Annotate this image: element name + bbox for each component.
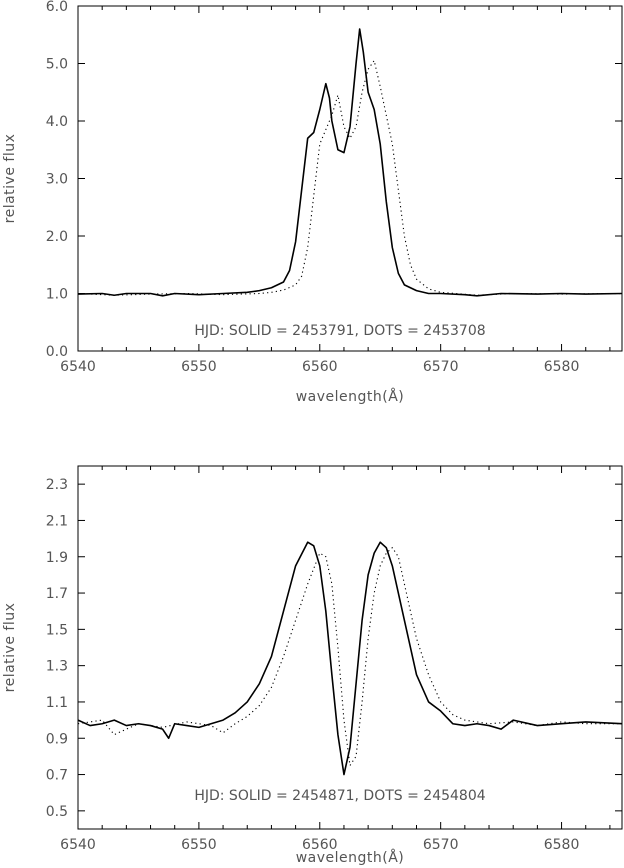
top-panel: 6540 6550 6560 6570 6580 0.0 1.0 2.0 3.0 4.0 5.0 6.… [2, 0, 623, 405]
x-tick-label: 6580 [544, 359, 580, 375]
y-tick-label: 5.0 [46, 57, 68, 73]
y-tick-label: 1.1 [46, 695, 68, 711]
y-tick-label: 0.0 [46, 344, 68, 360]
y-tick-label: 2.1 [46, 513, 68, 529]
x-axis-label: wavelength(Å) [296, 849, 405, 866]
plot-frame [77, 465, 623, 830]
y-tick-label: 1.0 [46, 287, 68, 303]
dotted-spectrum-line [77, 59, 623, 296]
x-tick-label: 6540 [60, 359, 96, 375]
bottom-panel: 6540 6550 6560 6570 6580 0.5 0.7 0.9 1.1 1.3 1.5 1.… [2, 465, 623, 866]
x-tick-label: 6580 [544, 837, 580, 853]
x-tick-label: 6570 [423, 359, 459, 375]
y-tick-label: 3.0 [46, 172, 68, 188]
y-tick-label: 0.9 [46, 731, 68, 747]
y-axis-label: relative flux [2, 134, 18, 224]
dotted-spectrum-line [77, 546, 622, 768]
plot-frame [77, 5, 623, 352]
y-tick-label: 1.3 [46, 659, 68, 675]
y-tick-label: 2.3 [46, 477, 68, 493]
y-tick-label: 4.0 [46, 114, 68, 130]
solid-spectrum-line [77, 28, 623, 297]
x-tick-label: 6570 [423, 837, 459, 853]
y-tick-label: 0.7 [46, 768, 68, 784]
x-tick-label: 6550 [181, 837, 217, 853]
x-axis-label: wavelength(Å) [296, 388, 405, 405]
hjd-annotation: HJD: SOLID = 2454871, DOTS = 2454804 [194, 788, 485, 804]
hjd-annotation: HJD: SOLID = 2453791, DOTS = 2453708 [194, 323, 485, 339]
y-tick-label: 2.0 [46, 229, 68, 245]
x-tick-label: 6550 [181, 359, 217, 375]
y-axis-label: relative flux [2, 603, 18, 693]
y-tick-label: 1.5 [46, 622, 68, 638]
y-tick-label: 1.7 [46, 586, 68, 602]
solid-spectrum-line [77, 541, 623, 776]
x-tick-label: 6560 [302, 837, 338, 853]
y-tick-label: 6.0 [46, 0, 68, 15]
x-tick-label: 6540 [60, 837, 96, 853]
y-tick-label: 1.9 [46, 550, 68, 566]
x-tick-label: 6560 [302, 359, 338, 375]
y-tick-label: 0.5 [46, 804, 68, 820]
